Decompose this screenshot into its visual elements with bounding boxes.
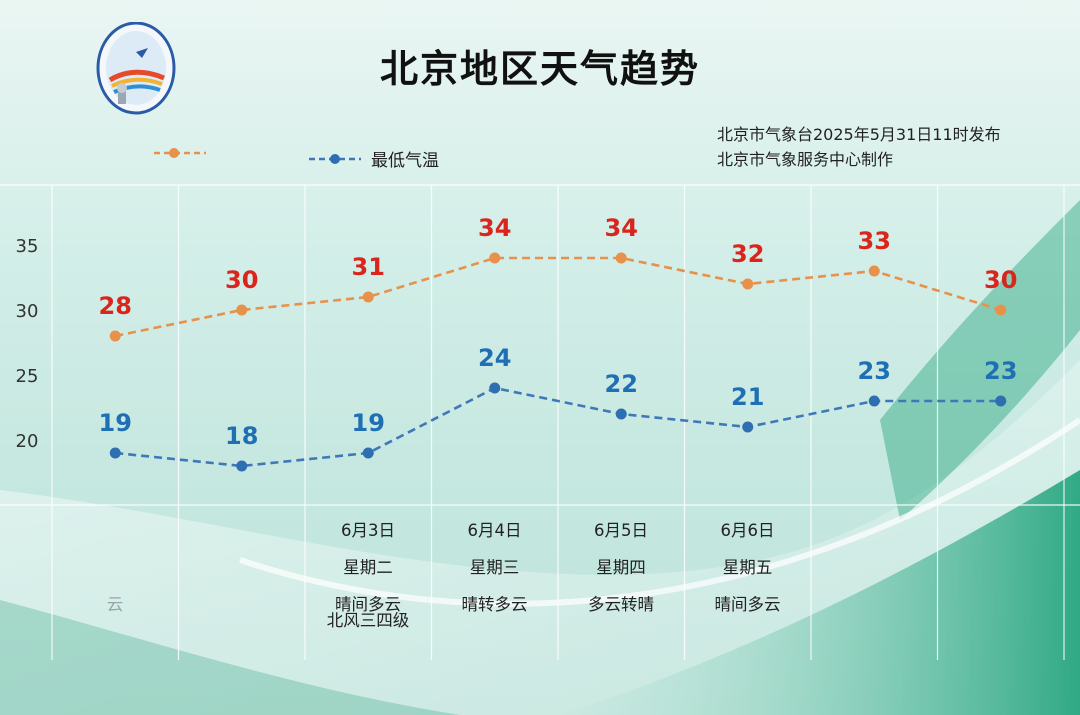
series-high-data-label: 32 [731, 240, 764, 268]
day-weekday: 星期四 [596, 558, 646, 577]
day-weather [179, 586, 305, 623]
day-column [938, 512, 1064, 623]
day-date [179, 512, 305, 549]
series-low-data-label: 19 [352, 409, 385, 437]
legend-high [152, 146, 216, 160]
y-tick-label: 35 [16, 236, 39, 257]
series-low-point [236, 460, 248, 472]
series-low-line [115, 386, 1001, 468]
day-column: 6月3日星期二晴间多云 北风三四级 [305, 512, 431, 631]
series-low-point [868, 395, 880, 407]
page-title: 北京地区天气趋势 [379, 47, 700, 91]
series-high-point [489, 252, 501, 264]
day-weekday: 星期三 [469, 558, 520, 577]
day-weekday [52, 549, 178, 586]
day-weekday [179, 549, 305, 586]
series-low-point [615, 408, 627, 420]
series-low-point [109, 447, 121, 459]
series-high-point [236, 304, 248, 316]
series-high-point [742, 278, 754, 290]
day-weather: 晴转多云 [461, 595, 528, 614]
day-weather [811, 586, 937, 623]
series-low-point [995, 395, 1007, 407]
source-line-1: 北京市气象台2025年5月31日11时发布 [717, 125, 1001, 144]
meteorological-service-logo [96, 22, 176, 115]
series-low-point [742, 421, 754, 433]
day-date: 6月3日 [341, 521, 395, 540]
day-weekday [938, 549, 1064, 586]
day-date [938, 512, 1064, 549]
series-low-data-label: 21 [731, 383, 764, 411]
series-low-data-label: 18 [225, 422, 258, 450]
series-high-data-label: 31 [352, 253, 385, 281]
series-low-point [489, 382, 501, 394]
legend-low-label: 最低气温 [371, 151, 439, 171]
day-column: 云 [52, 512, 178, 623]
day-column: 6月5日星期四多云转晴 [558, 512, 684, 623]
legend-low-marker [309, 153, 361, 164]
series-high-point [362, 291, 374, 303]
series-high-point [868, 265, 880, 277]
day-weather [938, 586, 1064, 623]
series-low-point [362, 447, 374, 459]
day-date: 6月4日 [467, 521, 522, 540]
series-high-point [995, 304, 1007, 316]
series-low-data-label: 22 [605, 370, 638, 398]
source-note: 北京市气象台2025年5月31日11时发布 北京市气象服务中心制作 [717, 122, 1001, 172]
day-date: 6月6日 [720, 521, 775, 540]
day-weekday [811, 549, 937, 586]
series-high-point [109, 330, 121, 342]
series-high-data-label: 34 [605, 214, 638, 242]
day-weather: 晴间多云 [714, 595, 781, 614]
day-weather: 多云转晴 [588, 595, 654, 614]
day-wind: 北风三四级 [326, 611, 410, 630]
series-high-data-label: 34 [478, 214, 511, 242]
day-date [52, 512, 178, 549]
day-column: 6月4日星期三晴转多云 [432, 512, 558, 623]
y-tick-label: 20 [16, 431, 39, 452]
day-column [811, 512, 937, 623]
series-high-data-label: 30 [984, 266, 1017, 294]
day-weekday: 星期五 [722, 558, 773, 577]
wave-green-upper [880, 200, 1080, 520]
legend-high-marker [154, 148, 206, 158]
day-date: 6月5日 [594, 521, 648, 540]
day-weekday: 星期二 [343, 558, 393, 577]
series-low-data-label: 23 [858, 357, 891, 385]
series-low-data-label: 23 [984, 357, 1017, 385]
series-high-data-label: 30 [225, 266, 258, 294]
wave-green-lower-left [0, 600, 460, 715]
wave-green-large [560, 470, 1080, 715]
y-tick-label: 30 [16, 301, 39, 322]
day-column [179, 512, 305, 623]
day-column: 6月6日星期五晴间多云 [685, 512, 811, 623]
day-weather: 云 [106, 595, 124, 614]
series-high-data-label: 28 [99, 292, 132, 320]
day-weather: 晴间多云 [335, 595, 401, 614]
series-low-data-label: 24 [478, 344, 511, 372]
series-high-data-label: 33 [858, 227, 891, 255]
day-date [811, 512, 937, 549]
source-line-2: 北京市气象服务中心制作 [717, 150, 894, 169]
wave-white-streak [239, 417, 1080, 607]
legend-low: 最低气温 [307, 146, 439, 171]
series-high-line [114, 256, 1002, 338]
series-high-point [615, 252, 627, 264]
series-low-data-label: 19 [99, 409, 132, 437]
y-tick-label: 25 [16, 366, 39, 387]
